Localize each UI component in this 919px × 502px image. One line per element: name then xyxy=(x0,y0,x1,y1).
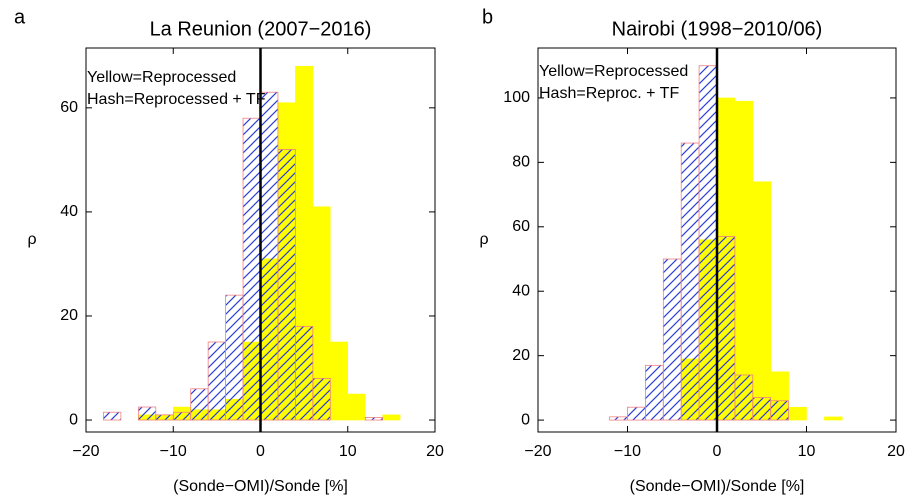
histogram-bar xyxy=(225,294,244,421)
x-tick-label: 20 xyxy=(887,443,905,460)
histogram-bar xyxy=(627,406,646,421)
y-tick-label: 100 xyxy=(503,89,530,106)
histogram-bar xyxy=(260,91,279,421)
x-tick-label: 10 xyxy=(798,443,816,460)
x-axis-label: (Sonde−OMI)/Sonde [%] xyxy=(630,478,805,495)
annotation: Yellow=Reprocessed xyxy=(87,69,236,86)
histogram-bar xyxy=(752,181,771,421)
histogram-bar xyxy=(716,236,736,421)
histogram-bar xyxy=(155,414,174,421)
x-tick-label: −10 xyxy=(160,443,187,460)
y-tick-label: 20 xyxy=(512,347,530,364)
histogram-bar xyxy=(347,393,366,421)
histogram-bar xyxy=(137,406,157,421)
panel-label: b xyxy=(482,6,493,28)
histogram-bar xyxy=(330,341,348,421)
annotation: Yellow=Reprocessed xyxy=(539,63,688,80)
annotation: Hash=Reproc. + TF xyxy=(539,85,679,102)
histogram-bar xyxy=(312,378,331,421)
x-axis-label: (Sonde−OMI)/Sonde [%] xyxy=(173,478,348,495)
y-tick-label: 0 xyxy=(69,411,78,428)
y-tick-label: 40 xyxy=(512,282,530,299)
histogram-bar xyxy=(207,341,226,421)
histogram-bar xyxy=(242,117,261,421)
x-tick-label: 0 xyxy=(713,443,722,460)
y-tick-label: 80 xyxy=(512,154,530,171)
histogram-bar xyxy=(190,388,209,421)
y-tick-label: 60 xyxy=(60,99,78,116)
histogram-bar xyxy=(770,400,790,421)
histogram-bar xyxy=(364,417,384,421)
histogram-bar xyxy=(277,149,296,421)
x-tick-label: 20 xyxy=(426,443,444,460)
y-tick-label: 40 xyxy=(60,203,78,220)
y-tick-label: 0 xyxy=(521,411,530,428)
histogram-bar xyxy=(680,142,700,421)
histogram-bar xyxy=(752,397,772,421)
histogram-bar xyxy=(734,374,754,421)
histogram-bar xyxy=(698,65,718,421)
histogram-bar xyxy=(172,411,192,421)
histogram-bar xyxy=(645,364,664,421)
histogram-bar xyxy=(294,325,314,421)
y-axis-label: ρ xyxy=(27,231,36,248)
y-tick-label: 60 xyxy=(512,218,530,235)
y-axis-label: ρ xyxy=(479,231,488,248)
histogram-bar xyxy=(609,416,628,421)
histogram-bar xyxy=(788,406,807,421)
x-tick-label: −20 xyxy=(72,443,99,460)
histogram-bar xyxy=(824,416,843,421)
x-tick-label: 0 xyxy=(256,443,265,460)
histogram-bar xyxy=(662,258,682,421)
histogram-bar xyxy=(382,414,401,421)
histogram-bar xyxy=(103,411,122,421)
histogram-bar xyxy=(734,100,754,421)
chart-title: Nairobi (1998−2010/06) xyxy=(612,18,823,40)
chart-title: La Reunion (2007−2016) xyxy=(150,18,372,40)
annotation: Hash=Reprocessed + TF xyxy=(87,91,266,108)
y-tick-label: 20 xyxy=(60,307,78,324)
x-tick-label: 10 xyxy=(339,443,357,460)
x-tick-label: −10 xyxy=(614,443,641,460)
x-tick-label: −20 xyxy=(524,443,551,460)
panel-label: a xyxy=(14,6,26,28)
